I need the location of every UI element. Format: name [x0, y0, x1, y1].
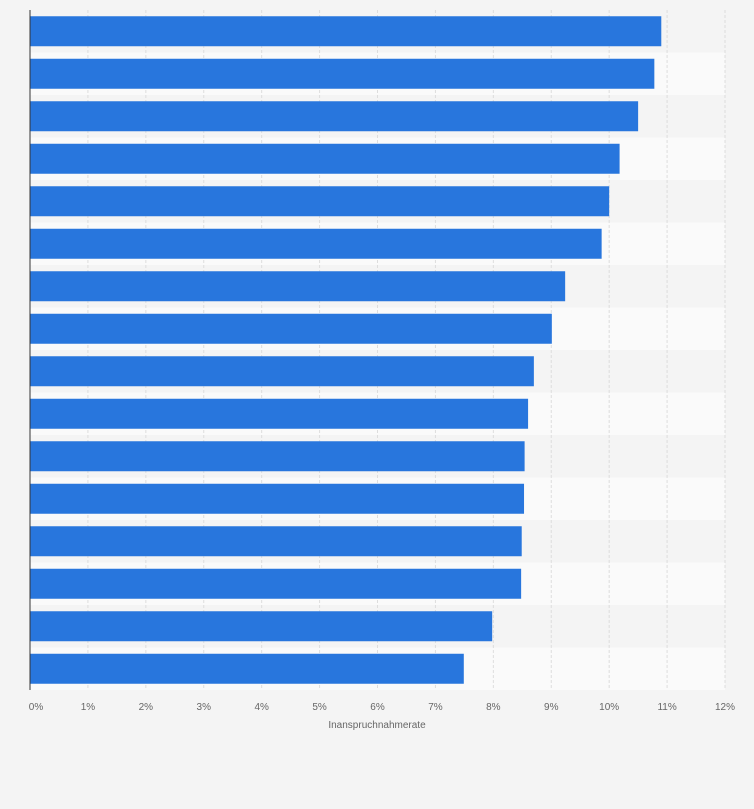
bar[interactable]	[30, 483, 525, 514]
bar[interactable]	[30, 653, 464, 684]
x-tick-label: 0%	[29, 702, 44, 713]
x-tick-label: 2%	[139, 702, 154, 713]
bar[interactable]	[30, 313, 552, 344]
x-axis-title: Inanspruchnahmerate	[328, 720, 426, 731]
x-tick-label: 8%	[486, 702, 501, 713]
x-tick-label: 7%	[428, 702, 443, 713]
bars	[30, 16, 662, 684]
bar[interactable]	[30, 186, 610, 217]
bar[interactable]	[30, 271, 566, 302]
bar[interactable]	[30, 356, 534, 387]
x-tick-label: 3%	[197, 702, 212, 713]
x-tick-label: 11%	[657, 702, 676, 713]
bar[interactable]	[30, 16, 662, 47]
bar[interactable]	[30, 101, 639, 132]
x-tick-label: 6%	[370, 702, 385, 713]
x-tick-label: 9%	[544, 702, 559, 713]
x-tick-label: 10%	[599, 702, 619, 713]
bar[interactable]	[30, 228, 602, 259]
bar[interactable]	[30, 143, 620, 174]
bar[interactable]	[30, 398, 529, 429]
x-tick-label: 1%	[81, 702, 96, 713]
x-tick-label: 12%	[715, 702, 735, 713]
bar[interactable]	[30, 568, 522, 599]
bar[interactable]	[30, 611, 493, 642]
bar[interactable]	[30, 526, 522, 557]
x-tick-label: 5%	[312, 702, 327, 713]
bar[interactable]	[30, 58, 655, 89]
bar[interactable]	[30, 441, 525, 472]
x-tick-labels: 0% 1% 2% 3% 4% 5% 6% 7% 8% 9% 10% 11% 12%	[29, 702, 735, 713]
x-tick-label: 4%	[254, 702, 269, 713]
